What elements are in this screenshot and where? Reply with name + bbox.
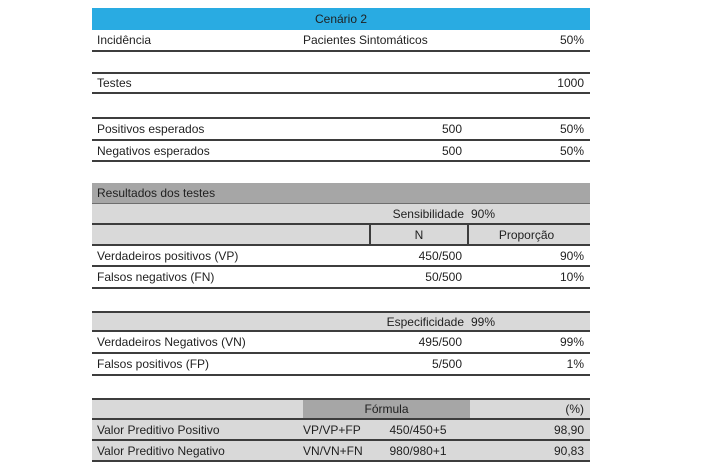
vn-n: 495/500 <box>418 335 462 349</box>
testes-label: Testes <box>97 76 132 90</box>
especificidade-value: 99% <box>471 314 496 329</box>
row-falsos-positivos: Falsos positivos (FP) 5/500 1% <box>92 354 590 376</box>
col-header-proporcao: Proporção <box>467 225 584 244</box>
row-column-headers: N Proporção <box>92 225 590 246</box>
fn-n: 50/500 <box>425 270 462 284</box>
vpn-formula: VN/VN+FN <box>303 443 363 458</box>
table-title-row: Cenário 2 <box>92 8 590 30</box>
row-sensibilidade: Sensibilidade 90% <box>92 204 590 225</box>
results-header-row: Resultados dos testes <box>92 183 590 204</box>
sheet-area: Cenário 2 Incidência Pacientes Sintomáti… <box>92 8 590 466</box>
row-incidencia: Incidência Pacientes Sintomáticos 50% <box>92 30 590 52</box>
positivos-label: Positivos esperados <box>97 122 205 136</box>
especificidade-label: Especificidade <box>386 314 464 329</box>
row-especificidade: Especificidade 99% <box>92 311 590 332</box>
positivos-n: 500 <box>441 122 462 136</box>
fp-label: Falsos positivos (FP) <box>97 357 210 371</box>
incidencia-value: Pacientes Sintomáticos <box>303 33 428 47</box>
sensibilidade-label: Sensibilidade <box>392 206 464 221</box>
table-title: Cenário 2 <box>314 12 368 26</box>
vpp-label: Valor Preditivo Positivo <box>97 422 220 437</box>
negativos-label: Negativos esperados <box>97 143 210 158</box>
row-verdadeiros-negativos: Verdadeiros Negativos (VN) 495/500 99% <box>92 332 590 354</box>
row-negativos-esperados: Negativos esperados 500 50% <box>92 139 590 162</box>
vp-pct: 90% <box>559 248 584 263</box>
negativos-n: 500 <box>441 143 462 158</box>
row-valor-preditivo-negativo: Valor Preditivo Negativo VN/VN+FN 980/98… <box>92 441 590 462</box>
testes-value: 1000 <box>557 76 584 90</box>
vpp-calc: 450/450+5 <box>389 422 447 437</box>
row-testes: Testes 1000 <box>92 72 590 94</box>
vp-label: Verdadeiros positivos (VP) <box>97 248 239 263</box>
vpp-formula: VP/VP+FP <box>303 422 361 437</box>
fp-n: 5/500 <box>431 357 462 371</box>
vn-label: Verdadeiros Negativos (VN) <box>97 335 246 349</box>
vpp-value: 98,90 <box>553 422 584 437</box>
vpn-calc: 980/980+1 <box>389 443 447 458</box>
positivos-pct: 50% <box>559 122 584 136</box>
row-verdadeiros-positivos: Verdadeiros positivos (VP) 450/500 90% <box>92 246 590 267</box>
col-header-n: N <box>369 225 467 244</box>
vp-n: 450/500 <box>418 248 462 263</box>
fn-label: Falsos negativos (FN) <box>97 270 215 284</box>
fp-pct: 1% <box>566 357 584 371</box>
vn-pct: 99% <box>559 335 584 349</box>
row-positivos-esperados: Positivos esperados 500 50% <box>92 117 590 139</box>
row-falsos-negativos: Falsos negativos (FN) 50/500 10% <box>92 267 590 289</box>
vpn-label: Valor Preditivo Negativo <box>97 443 225 458</box>
row-formula-header: Fórmula (%) <box>92 398 590 420</box>
row-valor-preditivo-positivo: Valor Preditivo Positivo VP/VP+FP 450/45… <box>92 420 590 441</box>
results-header: Resultados dos testes <box>97 186 216 200</box>
negativos-pct: 50% <box>559 143 584 158</box>
vpn-value: 90,83 <box>553 443 584 458</box>
incidencia-label: Incidência <box>97 33 152 47</box>
formula-header: Fórmula <box>303 400 470 418</box>
incidencia-pct: 50% <box>559 33 584 47</box>
fn-pct: 10% <box>559 270 584 284</box>
pct-header: (%) <box>565 402 584 416</box>
sensibilidade-value: 90% <box>471 206 496 221</box>
